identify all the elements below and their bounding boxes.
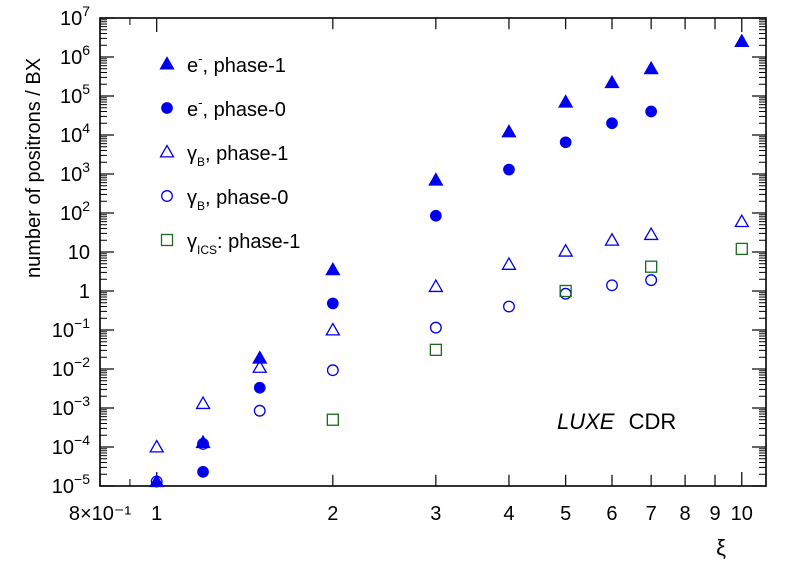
data-point-gB-phase0 bbox=[253, 404, 266, 417]
series-e-phase0 bbox=[197, 105, 658, 478]
legend-marker-gB-phase1 bbox=[159, 144, 175, 158]
data-point-e-phase0 bbox=[559, 136, 572, 149]
x-tick-label: 10 bbox=[731, 503, 753, 525]
data-point-e-phase1 bbox=[428, 172, 444, 186]
x-tick-label: 1 bbox=[151, 503, 162, 525]
data-point-e-phase0 bbox=[326, 297, 339, 310]
data-point-gB-phase1 bbox=[252, 359, 268, 373]
luxe-label: LUXE bbox=[557, 409, 615, 434]
x-tick-label: 2 bbox=[327, 503, 338, 525]
y-tick-label: 104 bbox=[60, 120, 90, 147]
data-point-gB-phase0 bbox=[429, 321, 442, 334]
y-tick-label: 10−4 bbox=[52, 432, 90, 459]
legend-label-e-phase0: e-, phase-0 bbox=[187, 95, 286, 121]
data-point-e-phase1 bbox=[195, 434, 211, 449]
y-tick-label: 10−5 bbox=[52, 471, 90, 498]
x-axis-label: ξ bbox=[716, 535, 726, 560]
data-point-gB-phase0 bbox=[645, 274, 658, 287]
data-points bbox=[149, 33, 750, 488]
y-tick-label: 10−2 bbox=[52, 354, 90, 381]
x-tick-labels: 8×10⁻¹ 1 2 3 4 5 6 7 8 9 10 bbox=[69, 503, 753, 525]
data-point-e-phase1 bbox=[604, 74, 620, 89]
data-point-gICS-phase1 bbox=[326, 413, 339, 426]
y-tick-label: 10−3 bbox=[52, 393, 90, 420]
series-gB-phase1 bbox=[149, 213, 750, 453]
x-tick-label: 6 bbox=[606, 503, 617, 525]
plot-frame bbox=[99, 17, 767, 487]
data-point-e-phase0 bbox=[197, 466, 209, 478]
data-point-e-phase1 bbox=[558, 94, 574, 108]
series-e-phase1 bbox=[149, 33, 750, 488]
data-point-gB-phase1 bbox=[428, 278, 444, 293]
data-point-e-phase0 bbox=[253, 381, 266, 394]
data-point-e-phase0 bbox=[503, 163, 515, 176]
data-point-gICS-phase1 bbox=[645, 260, 658, 273]
data-point-gB-phase1 bbox=[604, 232, 620, 246]
legend-label-gB-phase1: γB, phase-1 bbox=[187, 143, 288, 169]
x-tick-label: 3 bbox=[430, 503, 441, 525]
legend-label-gICS-phase1: γICS: phase-1 bbox=[187, 231, 300, 257]
data-point-gB-phase0 bbox=[150, 475, 163, 488]
data-point-gB-phase1 bbox=[558, 243, 574, 257]
data-point-gB-phase0 bbox=[326, 364, 339, 377]
x-tick-label: 8 bbox=[680, 503, 691, 525]
data-point-gB-phase1 bbox=[501, 256, 517, 270]
y-tick-label: 10−1 bbox=[52, 315, 90, 342]
data-point-gB-phase0 bbox=[559, 287, 572, 300]
x-tick-label: 4 bbox=[503, 503, 514, 525]
data-point-gB-phase0 bbox=[503, 300, 515, 313]
data-point-gB-phase1 bbox=[325, 322, 341, 336]
legend: e-, phase-1 e-, phase-0 γB, phase-1 γB, pha… bbox=[159, 51, 300, 257]
legend-marker-gB-phase0 bbox=[161, 190, 173, 202]
legend-marker-e-phase1 bbox=[159, 56, 175, 70]
data-point-gB-phase1 bbox=[149, 439, 165, 453]
data-point-gB-phase0 bbox=[197, 437, 209, 450]
luxe-cdr-annotation: LUXE CDR bbox=[557, 409, 676, 434]
data-point-gICS-phase1 bbox=[735, 242, 748, 256]
y-tick-label: 106 bbox=[60, 42, 90, 69]
legend-item-gB-phase1: γB, phase-1 bbox=[159, 143, 288, 169]
data-point-gICS-phase1 bbox=[429, 343, 443, 356]
legend-marker-e-phase0 bbox=[161, 102, 173, 114]
data-point-gB-phase1 bbox=[734, 213, 750, 228]
y-tick-label: 10 bbox=[68, 242, 90, 264]
legend-item-e-phase0: e-, phase-0 bbox=[161, 95, 286, 121]
legend-label-gB-phase0: γB, phase-0 bbox=[187, 187, 288, 213]
y-axis-label: number of positrons / BX bbox=[23, 58, 45, 278]
y-tick-label: 103 bbox=[60, 159, 90, 186]
x-tick-label: 5 bbox=[560, 503, 571, 525]
x-tick-label: 7 bbox=[646, 503, 657, 525]
x-tick-label: 9 bbox=[709, 503, 720, 525]
y-tick-label: 107 bbox=[60, 3, 90, 30]
data-point-e-phase1 bbox=[325, 261, 341, 276]
series-gICS-phase1 bbox=[326, 242, 748, 426]
data-point-e-phase0 bbox=[645, 105, 658, 118]
data-point-gB-phase1 bbox=[195, 395, 211, 410]
y-tick-label: 105 bbox=[60, 81, 90, 108]
data-point-gICS-phase1 bbox=[559, 284, 572, 298]
data-point-gB-phase0 bbox=[606, 279, 618, 292]
series-gB-phase0 bbox=[150, 274, 658, 488]
data-point-e-phase1 bbox=[643, 60, 659, 75]
y-tick-labels: 10−5 10−4 10−3 10−2 10−1 1 10 102 103 104 105 106 10… bbox=[52, 3, 90, 498]
legend-item-e-phase1: e-, phase-1 bbox=[159, 51, 286, 77]
cdr-label: CDR bbox=[629, 409, 677, 434]
data-point-e-phase1 bbox=[252, 350, 268, 364]
data-point-e-phase1 bbox=[734, 33, 750, 48]
data-point-gB-phase1 bbox=[643, 226, 659, 241]
legend-item-gB-phase0: γB, phase-0 bbox=[161, 187, 288, 213]
data-point-e-phase0 bbox=[606, 117, 618, 130]
y-tick-label: 102 bbox=[60, 198, 90, 225]
x-tick-label: 8×10⁻¹ bbox=[69, 503, 132, 525]
legend-item-gICS-phase1: γICS: phase-1 bbox=[160, 231, 300, 257]
legend-label-e-phase1: e-, phase-1 bbox=[187, 51, 286, 77]
data-point-e-phase0 bbox=[430, 209, 442, 222]
legend-marker-gICS-phase1 bbox=[160, 233, 174, 247]
data-point-e-phase1 bbox=[501, 124, 517, 138]
y-tick-label: 1 bbox=[79, 281, 90, 303]
